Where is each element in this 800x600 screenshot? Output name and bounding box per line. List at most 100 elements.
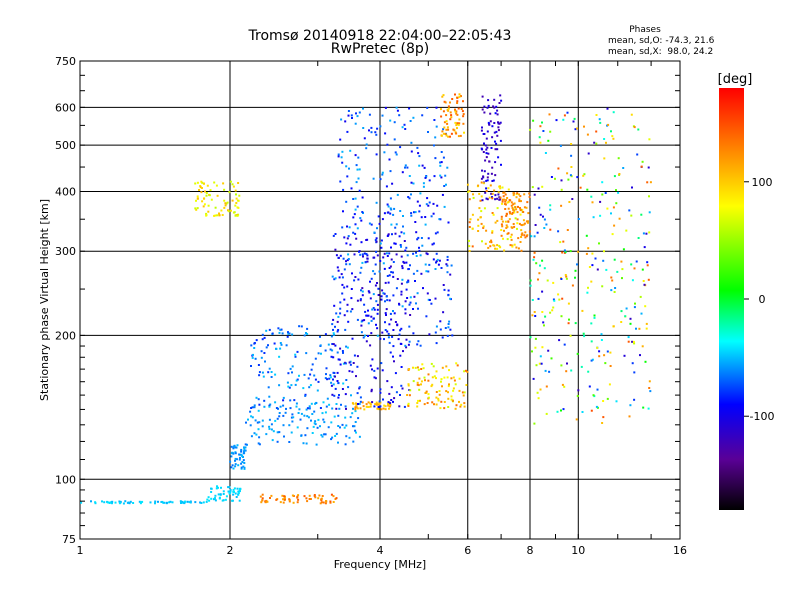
data-point [348,436,351,439]
data-point [361,211,364,213]
data-point [394,226,397,229]
data-point [433,119,436,121]
data-point [483,207,486,210]
data-point [427,131,429,133]
data-point [242,452,245,455]
data-point [306,427,309,430]
data-point [332,356,335,359]
data-point [261,338,264,341]
data-point [572,120,575,123]
data-point [228,486,231,489]
data-point [250,415,253,418]
data-point [373,369,376,372]
data-point [303,495,306,498]
data-point [313,494,316,496]
data-point [620,321,623,323]
data-point [311,413,314,415]
data-point [256,421,259,424]
data-point [346,225,348,228]
data-point [372,293,375,296]
data-point [390,223,393,226]
data-point [331,407,334,410]
data-point [390,258,393,261]
data-point [444,327,447,329]
data-point [264,360,266,363]
data-point [351,272,353,275]
data-point [322,418,325,421]
data-point [417,340,420,343]
data-point [122,502,125,505]
data-point [372,307,375,309]
data-point [232,488,235,491]
data-point [644,305,647,308]
data-point [349,149,352,152]
data-point [427,204,430,207]
data-point [496,219,499,222]
colorbar-tick-label: 0 [759,293,766,306]
data-point [199,186,202,189]
data-point [333,304,336,307]
data-point [352,231,355,234]
data-point [395,153,398,156]
data-point [235,193,237,196]
data-point [416,200,419,203]
data-point [234,457,237,460]
data-point [517,237,520,240]
data-point [358,435,361,438]
data-point [639,354,641,357]
data-point [339,347,342,350]
data-point [404,300,407,303]
data-point [315,402,318,404]
data-point [234,465,237,468]
data-point [387,205,390,208]
data-point [291,420,294,423]
data-point [375,153,378,156]
data-point [499,187,502,190]
data-point [348,263,351,266]
data-point [283,435,285,438]
data-point [621,268,624,271]
data-point [334,248,337,251]
x-tick-label: 1 [77,544,84,557]
data-point [270,371,273,373]
data-point [408,340,411,343]
data-point [496,134,499,137]
data-point [320,498,323,501]
data-point [450,398,453,401]
data-point [497,156,500,159]
data-point [198,189,200,191]
data-point [349,363,352,366]
data-point [339,138,342,141]
data-point [354,276,357,278]
data-point [277,327,280,330]
data-point [241,455,244,458]
data-point [376,308,379,311]
data-point [594,257,597,260]
x-tick-label: 6 [464,544,471,557]
data-point [220,209,223,212]
data-point [355,405,358,408]
y-tick-label: 600 [55,101,76,114]
data-point [305,497,308,500]
data-point [435,252,438,255]
data-point [587,286,589,289]
data-point [357,417,360,420]
data-point [260,350,263,353]
data-point [420,272,423,275]
data-point [561,383,564,386]
data-point [230,209,232,212]
data-point [352,407,354,410]
data-point [258,403,261,406]
data-point [523,222,526,225]
data-point [549,208,552,211]
data-point [598,242,600,245]
data-point [237,492,240,494]
data-point [478,207,481,210]
data-point [455,112,458,115]
data-point [325,373,327,376]
data-point [637,128,640,131]
data-point [234,459,236,462]
data-point [384,312,387,315]
data-point [230,466,233,469]
data-point [420,380,423,383]
